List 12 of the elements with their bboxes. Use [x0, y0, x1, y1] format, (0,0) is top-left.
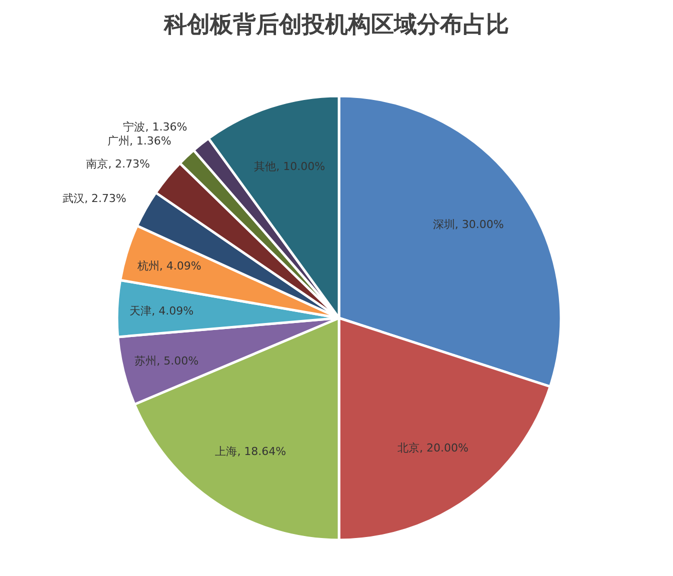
slice-label: 南京, 2.73% [86, 157, 150, 170]
chart-title: 科创板背后创投机构区域分布占比 [163, 12, 509, 38]
slice-label: 武汉, 2.73% [62, 192, 126, 205]
slice-label: 其他, 10.00% [254, 160, 326, 173]
slice-label: 上海, 18.64% [215, 445, 286, 458]
slice-label: 广州, 1.36% [107, 134, 172, 148]
slice-label: 天津, 4.09% [130, 304, 194, 318]
slice-label: 宁波, 1.36% [123, 120, 188, 134]
slice-label: 深圳, 30.00% [432, 218, 504, 232]
slice-label: 北京, 20.00% [397, 441, 468, 454]
slice-label: 杭州, 4.09% [136, 260, 202, 273]
slice-label: 苏州, 5.00% [134, 354, 199, 368]
